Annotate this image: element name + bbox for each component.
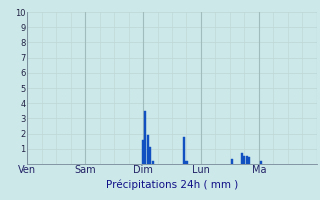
Bar: [231, 159, 233, 164]
Bar: [186, 161, 188, 164]
Bar: [152, 161, 154, 164]
Bar: [144, 111, 147, 164]
Bar: [241, 153, 243, 164]
Bar: [248, 157, 250, 164]
Bar: [142, 140, 144, 164]
Bar: [147, 135, 149, 164]
Bar: [260, 161, 262, 164]
Bar: [246, 156, 248, 164]
Bar: [244, 156, 245, 164]
X-axis label: Précipitations 24h ( mm ): Précipitations 24h ( mm ): [106, 180, 238, 190]
Bar: [183, 137, 185, 164]
Bar: [149, 147, 151, 164]
